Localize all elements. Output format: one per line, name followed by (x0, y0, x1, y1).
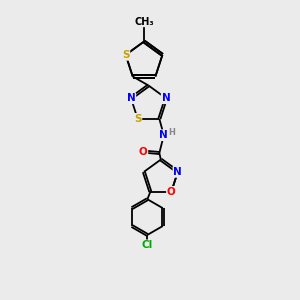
Text: H: H (169, 128, 176, 137)
Text: CH₃: CH₃ (134, 17, 154, 27)
Text: N: N (173, 167, 182, 177)
Text: Cl: Cl (142, 240, 153, 250)
Text: N: N (159, 130, 168, 140)
Text: O: O (167, 187, 176, 197)
Text: S: S (122, 50, 129, 60)
Text: N: N (127, 93, 135, 103)
Text: O: O (139, 146, 147, 157)
Text: S: S (134, 114, 141, 124)
Text: N: N (162, 93, 170, 103)
